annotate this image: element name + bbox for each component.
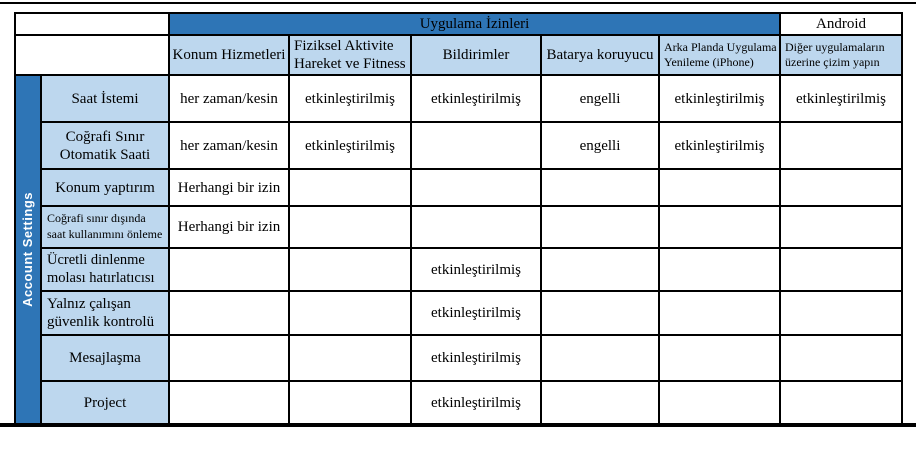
table-cell	[288, 334, 412, 382]
table-cell	[288, 247, 412, 292]
table-row: Account Settings Saat İstemi her zaman/k…	[14, 74, 903, 425]
table-row: Yalnız çalışan güvenlik kontrolü etkinle…	[15, 290, 903, 336]
table-cell: engelli	[540, 74, 660, 123]
table-cell	[410, 205, 542, 249]
android-label: Android	[779, 12, 903, 36]
column-header-konum-hizmetleri: Konum Hizmetleri	[168, 34, 290, 76]
table-cell: engelli	[540, 121, 660, 170]
table-cell: etkinleştirilmiş	[288, 121, 412, 170]
table-cell	[658, 334, 781, 382]
table-cell: etkinleştirilmiş	[410, 247, 542, 292]
table-row: Project etkinleştirilmiş	[15, 380, 903, 425]
table-cell: Herhangi bir izin	[168, 205, 290, 249]
table-cell: Herhangi bir izin	[168, 168, 290, 207]
column-header-arka-planda-yenileme: Arka Planda Uygulama Yenileme (iPhone)	[658, 34, 781, 76]
table-cell	[658, 247, 781, 292]
table-row: Coğrafi Sınır Otomatik Saati her zaman/k…	[15, 121, 903, 170]
table-cell	[168, 290, 290, 336]
table-cell	[168, 380, 290, 425]
column-header-bildirimler: Bildirimler	[410, 34, 542, 76]
table-cell	[540, 205, 660, 249]
table-cell: etkinleştirilmiş	[658, 74, 781, 123]
account-settings-band: Account Settings	[14, 74, 42, 425]
table-cell: her zaman/kesin	[168, 74, 290, 123]
table-cell: etkinleştirilmiş	[410, 290, 542, 336]
table-cell	[288, 290, 412, 336]
table-cell	[540, 247, 660, 292]
table-cell	[658, 168, 781, 207]
row-header-ucretli-dinlenme-molasi: Ücretli dinlenme molası hatırlatıcısı	[40, 247, 170, 292]
column-header-batarya-koruyucu: Batarya koruyucu	[540, 34, 660, 76]
table-row: Ücretli dinlenme molası hatırlatıcısı et…	[15, 247, 903, 292]
table-cell	[658, 205, 781, 249]
row-header-cografi-sinir-otomatik-saati: Coğrafi Sınır Otomatik Saati	[40, 121, 170, 170]
table-cell	[779, 380, 903, 425]
row-header-yalniz-calisan-guvenlik: Yalnız çalışan güvenlik kontrolü	[40, 290, 170, 336]
table-cell	[779, 334, 903, 382]
row-header-saat-istemi: Saat İstemi	[40, 74, 170, 123]
table-cell	[779, 121, 903, 170]
table-row: Konum Hizmetleri Fiziksel Aktivite Harek…	[14, 34, 903, 76]
top-border-line	[0, 2, 916, 4]
table-cell	[288, 168, 412, 207]
table-row: Mesajlaşma etkinleştirilmiş	[15, 334, 903, 382]
table-cell: etkinleştirilmiş	[410, 380, 542, 425]
table-cell	[658, 380, 781, 425]
table-row: Konum yaptırım Herhangi bir izin	[15, 168, 903, 207]
table-row: Coğrafi sınır dışında saat kullanımını ö…	[15, 205, 903, 249]
table-title: Uygulama İzinleri	[168, 12, 781, 36]
table-row: Uygulama İzinleri Android	[14, 12, 903, 36]
row-header-cografi-sinir-disinda-onleme: Coğrafi sınır dışında saat kullanımını ö…	[40, 205, 170, 249]
table-cell	[540, 334, 660, 382]
table-cell: etkinleştirilmiş	[658, 121, 781, 170]
column-header-fiziksel-aktivite: Fiziksel Aktivite Hareket ve Fitness	[288, 34, 412, 76]
header-left-spacer	[14, 34, 170, 76]
table-cell	[168, 334, 290, 382]
table-cell	[779, 205, 903, 249]
table-cell	[658, 290, 781, 336]
table-cell	[779, 168, 903, 207]
row-header-konum-yaptirim: Konum yaptırım	[40, 168, 170, 207]
account-settings-vertical-label: Account Settings	[20, 192, 36, 307]
table-cell: etkinleştirilmiş	[288, 74, 412, 123]
table-cell	[540, 290, 660, 336]
table-cell	[540, 380, 660, 425]
table-cell	[779, 247, 903, 292]
table-cell	[410, 168, 542, 207]
table-cell: her zaman/kesin	[168, 121, 290, 170]
table-cell: etkinleştirilmiş	[779, 74, 903, 123]
bottom-border-line	[0, 423, 916, 427]
row-header-project: Project	[40, 380, 170, 425]
row-header-mesajlasma: Mesajlaşma	[40, 334, 170, 382]
app-permissions-table: Uygulama İzinleri Android Konum Hizmetle…	[14, 12, 903, 425]
table-cell	[168, 247, 290, 292]
table-cell	[410, 121, 542, 170]
column-header-diger-uygulamalar: Diğer uygulamaların üzerine çizim yapın	[779, 34, 903, 76]
table-cell	[779, 290, 903, 336]
table-cell	[288, 205, 412, 249]
table-cell	[288, 380, 412, 425]
table-cell	[540, 168, 660, 207]
table-cell: etkinleştirilmiş	[410, 74, 542, 123]
top-left-spacer	[14, 12, 170, 36]
table-cell: etkinleştirilmiş	[410, 334, 542, 382]
